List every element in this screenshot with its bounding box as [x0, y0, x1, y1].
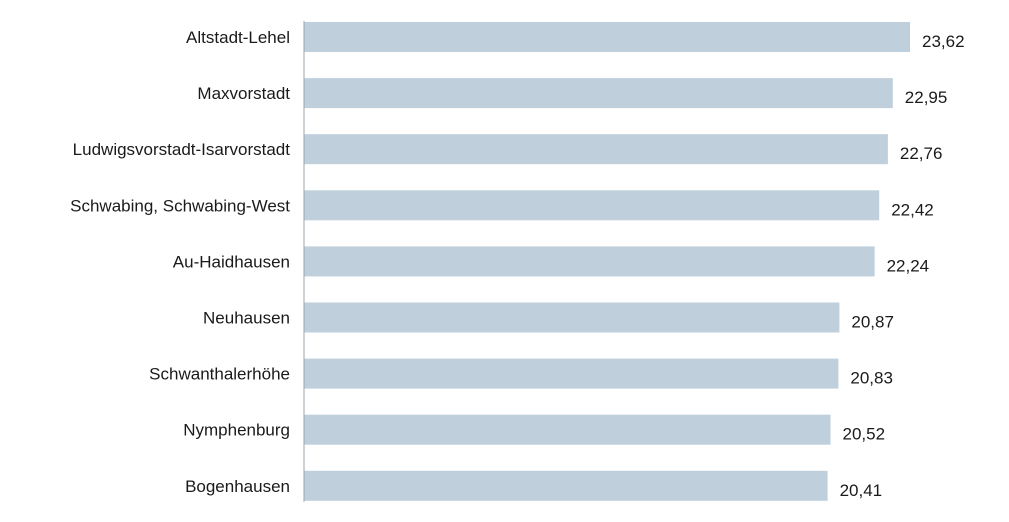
category-label: Nymphenburg: [183, 421, 290, 440]
bar: [304, 414, 831, 445]
category-label: Schwanthalerhöhe: [149, 365, 290, 384]
bar: [304, 134, 888, 165]
value-label: 22,95: [905, 88, 948, 107]
bars-group: [304, 22, 910, 501]
bar: [304, 302, 840, 333]
value-label: 20,52: [843, 425, 886, 444]
category-label: Bogenhausen: [185, 477, 290, 496]
value-label: 20,87: [851, 313, 894, 332]
value-label: 22,24: [887, 256, 930, 275]
bar: [304, 358, 839, 389]
value-label: 20,83: [850, 369, 893, 388]
bar: [304, 22, 910, 52]
category-label: Ludwigsvorstadt-Isarvorstadt: [73, 140, 291, 159]
category-label: Au-Haidhausen: [173, 252, 290, 271]
value-label: 23,62: [922, 32, 965, 51]
category-labels-group: Altstadt-Lehel Maxvorstadt Ludwigsvorstadt…: [70, 28, 290, 496]
category-label: Altstadt-Lehel: [186, 28, 290, 47]
category-label: Neuhausen: [203, 309, 290, 328]
category-label: Maxvorstadt: [197, 84, 290, 103]
value-label: 22,42: [891, 200, 934, 219]
value-labels-group: 23,62 22,95 22,76 22,42 22,24 20,87 20,83 20,52…: [840, 32, 965, 500]
value-label: 20,41: [840, 481, 883, 500]
bar: [304, 246, 875, 277]
category-label: Schwabing, Schwabing-West: [70, 196, 290, 215]
bar: [304, 78, 893, 109]
value-label: 22,76: [900, 144, 943, 163]
bar: [304, 190, 880, 221]
bar: [304, 470, 828, 501]
